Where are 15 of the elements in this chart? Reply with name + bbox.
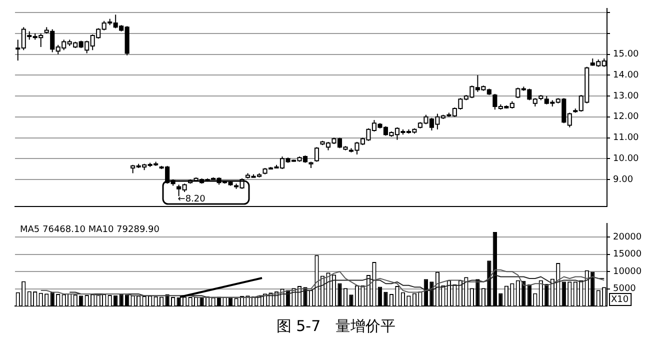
y-tick-label: 9.00 — [613, 174, 634, 185]
y-tick-label: 11.00 — [613, 133, 640, 144]
y-tick-label: 5000 — [613, 284, 636, 294]
text: X10 — [611, 294, 629, 305]
y-tick-label: 12.00 — [613, 112, 640, 122]
y-tick-label: 10.00 — [613, 154, 640, 164]
y-tick-label: 20000 — [613, 232, 642, 243]
y-tick-label: 13.00 — [613, 91, 640, 102]
annotation: ←8.20 — [178, 194, 206, 205]
text: 图 5-7 量增价平 — [276, 316, 396, 335]
y-tick-label: 15.00 — [613, 50, 640, 60]
y-tick-label: 15000 — [613, 250, 642, 260]
y-tick-label: 10000 — [613, 266, 642, 277]
annotation: MA5 76468.10 MA10 79289.90 — [20, 225, 160, 236]
y-tick-label: 14.00 — [613, 70, 640, 81]
